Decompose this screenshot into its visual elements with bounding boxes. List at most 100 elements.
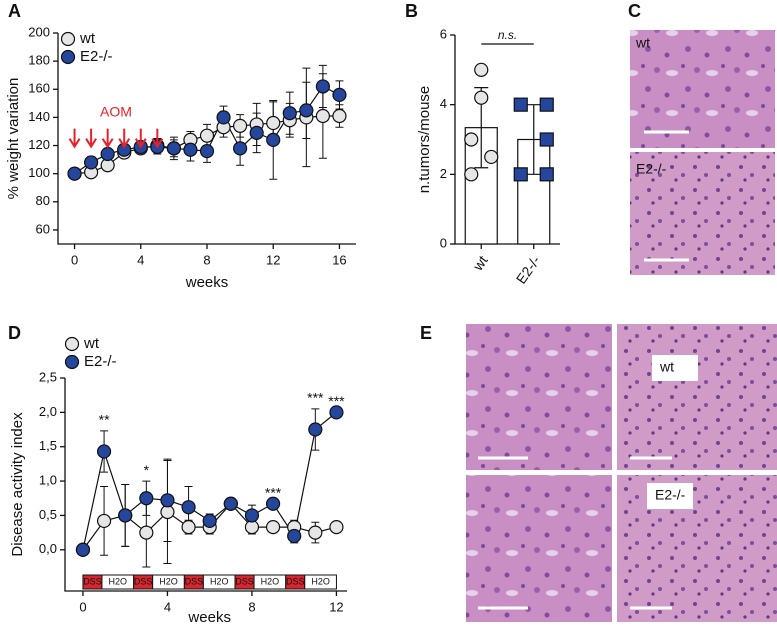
data-point xyxy=(265,519,281,535)
x-tick-label: E2-/- xyxy=(513,252,544,286)
data-point xyxy=(96,513,112,529)
y-tick-label: 200 xyxy=(28,24,50,39)
data-point xyxy=(266,115,281,131)
treatment-label: DSS xyxy=(286,576,305,586)
y-tick-label: 2 xyxy=(440,166,447,181)
y-axis-label: % weight variation xyxy=(5,78,22,200)
x-tick-label: 8 xyxy=(203,252,210,267)
image-label: wt xyxy=(635,35,650,51)
x-tick-label: 8 xyxy=(248,599,255,614)
aom-arrow xyxy=(85,128,97,149)
significance-label: *** xyxy=(328,393,345,409)
y-tick-label: 80 xyxy=(36,193,50,208)
data-point xyxy=(539,97,554,112)
panel-letter: A xyxy=(8,1,21,21)
data-point xyxy=(249,125,264,140)
y-tick-label: 140 xyxy=(28,109,50,124)
y-tick-label: 1,0 xyxy=(39,473,57,488)
axis-line xyxy=(64,378,347,592)
data-point xyxy=(282,106,297,121)
data-point xyxy=(183,142,198,157)
y-axis-label: Disease activity index xyxy=(9,412,26,557)
data-point xyxy=(315,108,330,124)
histology-image xyxy=(466,324,612,470)
data-point xyxy=(539,132,554,147)
x-tick-label: 0 xyxy=(79,599,86,614)
aom-arrow xyxy=(101,128,114,149)
legend-marker xyxy=(60,31,76,47)
legend-label: E2-/- xyxy=(80,48,113,65)
legend-label: wt xyxy=(79,30,96,47)
aom-arrow xyxy=(118,128,131,149)
data-point xyxy=(287,528,302,544)
histology-image xyxy=(466,475,612,622)
data-point xyxy=(244,519,260,535)
legend-marker xyxy=(64,336,80,352)
annotation: n.s. xyxy=(498,28,517,42)
data-point xyxy=(308,422,323,437)
x-axis-label: weeks xyxy=(187,609,231,626)
data-point xyxy=(484,149,499,165)
data-point xyxy=(100,146,115,162)
significance-label: * xyxy=(144,462,150,478)
data-point xyxy=(474,90,489,105)
x-tick-label: 4 xyxy=(164,599,171,614)
x-tick-label: 12 xyxy=(329,599,343,614)
legend-label: wt xyxy=(83,335,100,352)
image-label: E2-/- xyxy=(655,487,686,503)
y-tick-label: 6 xyxy=(440,26,447,41)
data-point xyxy=(266,132,281,148)
data-point xyxy=(67,166,82,181)
data-point xyxy=(464,167,479,182)
data-point xyxy=(84,155,99,170)
data-point xyxy=(464,132,479,147)
treatment-label: DSS xyxy=(185,576,204,586)
image-label: wt xyxy=(659,359,674,375)
histology-image xyxy=(617,324,777,470)
y-tick-label: 2,5 xyxy=(39,369,57,384)
data-point xyxy=(315,79,330,94)
data-point xyxy=(160,504,175,520)
treatment-label: H2O xyxy=(159,576,178,586)
data-point xyxy=(223,496,238,511)
data-point xyxy=(233,118,248,133)
treatment-label: H2O xyxy=(210,576,229,586)
panel-letter: B xyxy=(405,1,418,21)
y-tick-label: 1,5 xyxy=(39,438,57,453)
x-tick-label: 16 xyxy=(332,252,346,267)
data-point xyxy=(332,87,347,102)
histology-image xyxy=(630,152,775,275)
data-point xyxy=(329,405,344,420)
y-tick-label: 2,0 xyxy=(39,404,57,419)
annotation: AOM xyxy=(100,103,132,119)
data-point xyxy=(265,496,281,511)
data-point xyxy=(216,110,231,125)
data-point xyxy=(332,108,347,124)
legend-label: E2-/- xyxy=(84,353,117,370)
treatment-label: DSS xyxy=(83,576,102,586)
data-point xyxy=(139,525,154,540)
error-bar xyxy=(526,104,541,175)
data-point xyxy=(513,97,528,112)
significance-label: ** xyxy=(99,412,110,428)
treatment-label: H2O xyxy=(261,576,280,586)
histology-image xyxy=(617,475,777,622)
significance-label: *** xyxy=(265,484,282,500)
aom-arrow xyxy=(134,128,147,149)
label-box xyxy=(652,355,698,381)
legend-marker xyxy=(60,49,76,65)
data-point xyxy=(160,493,175,508)
treatment-label: DSS xyxy=(235,576,254,586)
data-point xyxy=(181,500,196,515)
treatment-label: H2O xyxy=(109,576,128,586)
y-tick-label: 160 xyxy=(28,81,50,96)
axis-line xyxy=(57,33,356,245)
panel-letter: E xyxy=(420,323,432,343)
y-tick-label: 180 xyxy=(28,53,50,68)
data-point xyxy=(118,508,133,523)
legend-marker xyxy=(64,354,80,370)
data-point xyxy=(299,103,314,118)
data-point xyxy=(181,519,196,535)
data-point xyxy=(539,167,554,182)
data-point xyxy=(202,513,217,529)
